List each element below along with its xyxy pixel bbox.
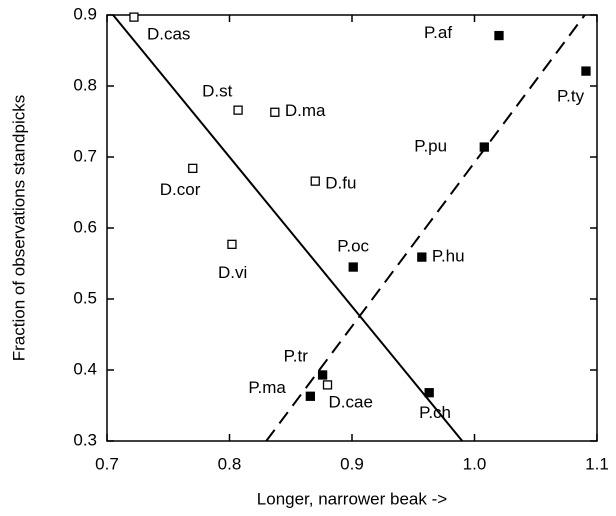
y-tick-label: 0.6 <box>73 217 97 236</box>
y-tick-label: 0.7 <box>73 146 97 165</box>
point <box>310 176 320 186</box>
y-tick-label: 0.4 <box>73 359 97 378</box>
point <box>317 370 328 380</box>
point-label: D.vi <box>218 263 247 282</box>
y-tick-label: 0.9 <box>73 4 97 23</box>
x-tick-label: 0.9 <box>340 454 364 473</box>
y-tick-label: 0.8 <box>73 75 97 94</box>
x-tick-label: 1.0 <box>463 454 487 473</box>
point-label: P.tr <box>284 346 309 365</box>
point <box>581 66 591 76</box>
x-axis-label: Longer, narrower beak -> <box>257 489 447 508</box>
point <box>417 252 427 262</box>
point-label: P.ma <box>248 378 286 397</box>
point-label: D.cor <box>160 180 201 199</box>
point <box>479 142 489 152</box>
point <box>129 12 139 22</box>
point <box>227 239 237 249</box>
x-tick-label: 1.1 <box>585 454 609 473</box>
point-label: P.ty <box>557 87 585 106</box>
point-label: D.cae <box>329 392 373 411</box>
y-tick-label: 0.5 <box>73 288 97 307</box>
point <box>305 391 316 401</box>
point-label: D.st <box>202 82 233 101</box>
point <box>270 107 280 117</box>
point-label: D.ma <box>285 101 326 120</box>
point <box>348 262 358 272</box>
point-label: P.af <box>424 23 452 42</box>
point-label: D.fu <box>325 174 356 193</box>
point <box>322 380 333 390</box>
point-label: P.oc <box>337 237 369 256</box>
point <box>188 163 198 174</box>
point <box>233 105 243 115</box>
fit-line <box>265 14 586 442</box>
x-tick-label: 0.8 <box>218 454 242 473</box>
y-axis-label: Fraction of observations standpicks <box>9 95 28 361</box>
plot-frame <box>106 14 598 442</box>
x-tick-label: 0.7 <box>95 454 119 473</box>
point <box>494 30 504 41</box>
point-label: D.cas <box>147 25 190 44</box>
point <box>424 388 434 398</box>
y-tick-label: 0.3 <box>73 430 97 449</box>
point-label: P.hu <box>432 247 465 266</box>
point-label: P.ch <box>419 403 451 422</box>
point-label: P.pu <box>414 137 447 156</box>
fit-line <box>112 14 464 442</box>
